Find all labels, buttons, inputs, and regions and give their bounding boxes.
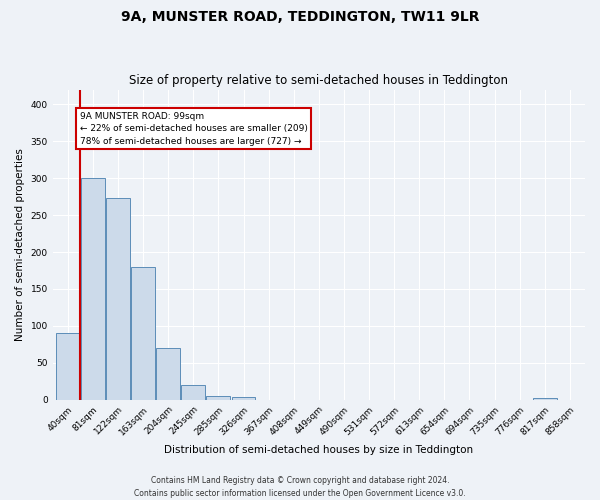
Bar [156,348,180,400]
Bar [206,396,230,400]
Bar [533,398,557,400]
Bar [81,178,105,400]
Bar [131,267,155,400]
Bar [56,334,80,400]
Bar [106,198,130,400]
Y-axis label: Number of semi-detached properties: Number of semi-detached properties [15,148,25,341]
Text: Contains HM Land Registry data © Crown copyright and database right 2024.
Contai: Contains HM Land Registry data © Crown c… [134,476,466,498]
Title: Size of property relative to semi-detached houses in Teddington: Size of property relative to semi-detach… [130,74,508,87]
Bar [232,397,256,400]
Text: 9A MUNSTER ROAD: 99sqm
← 22% of semi-detached houses are smaller (209)
78% of se: 9A MUNSTER ROAD: 99sqm ← 22% of semi-det… [80,112,308,146]
Text: 9A, MUNSTER ROAD, TEDDINGTON, TW11 9LR: 9A, MUNSTER ROAD, TEDDINGTON, TW11 9LR [121,10,479,24]
X-axis label: Distribution of semi-detached houses by size in Teddington: Distribution of semi-detached houses by … [164,445,473,455]
Bar [181,385,205,400]
